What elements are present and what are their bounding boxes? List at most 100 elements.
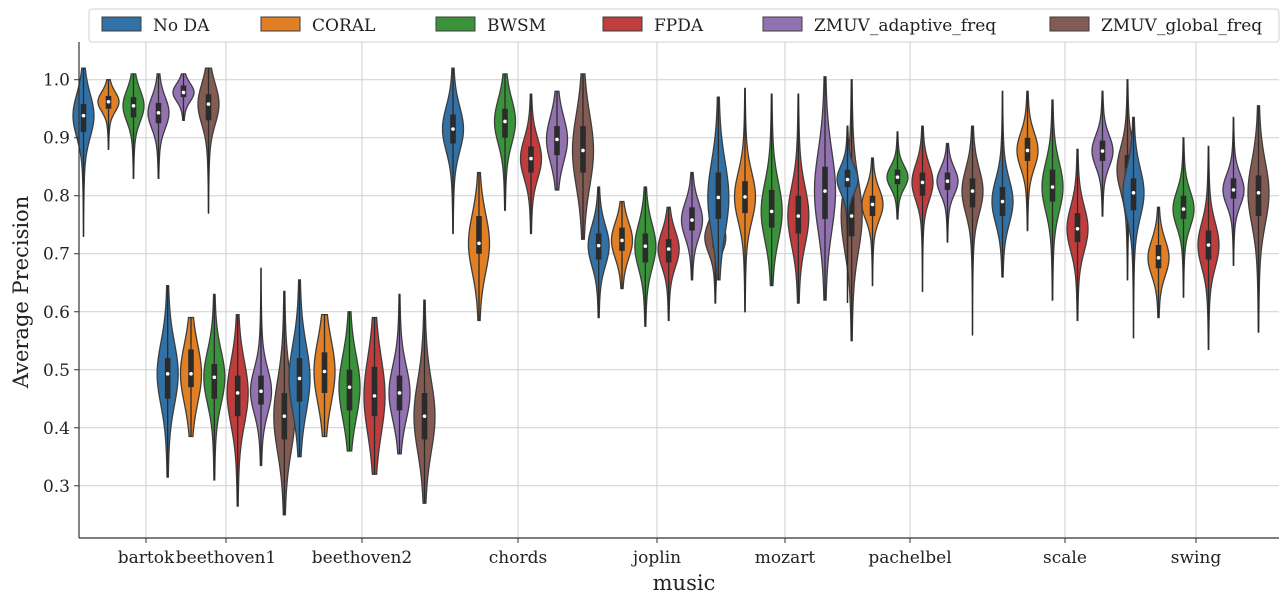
violin-median-dot: [322, 369, 327, 374]
violin-median-dot: [690, 218, 694, 222]
violin-iqr-box: [188, 349, 194, 388]
violin-median-dot: [165, 372, 170, 376]
violin-joplin-bwsm: [634, 186, 657, 327]
violin-pachelbel-no-da: [836, 125, 859, 304]
violin-swing-coral: [1147, 206, 1170, 319]
axes: [78, 42, 1279, 539]
violin-swing-zmuv-global-freq: [1247, 105, 1270, 333]
violin-swing-fpda: [1197, 145, 1220, 351]
violin-median-dot: [743, 195, 747, 199]
violin-mozart-zmuv-adaptive-freq: [813, 76, 837, 301]
violin-median-dot: [895, 175, 900, 179]
legend-swatch: [101, 16, 142, 32]
legend-label: FPDA: [654, 16, 704, 36]
violin-pachelbel-bwsm: [886, 131, 909, 220]
x-tick-label-beethoven2: beethoven2: [312, 548, 412, 568]
violin-iqr-box: [205, 94, 212, 121]
violin-swing-bwsm: [1172, 137, 1195, 298]
violin-beethoven1-coral: [179, 316, 203, 438]
y-tick-label: 0.8: [43, 187, 70, 207]
violin-median-dot: [845, 177, 850, 182]
x-axis-label: music: [653, 571, 716, 595]
y-tick-label: 0.4: [43, 419, 70, 439]
violin-mozart-zmuv-global-freq: [840, 79, 863, 342]
violin-bartok-bwsm: [122, 73, 145, 179]
grid-lines: [79, 42, 1279, 538]
violin-median-dot: [555, 137, 559, 142]
violin-scale-fpda: [1066, 148, 1089, 322]
legend-label: ZMUV_global_freq: [1101, 16, 1262, 36]
y-tick-label: 0.6: [43, 303, 70, 323]
violin-bartok-no-da: [72, 67, 95, 237]
violin-chords-coral: [467, 171, 491, 322]
legend-frame: [88, 8, 1280, 43]
violin-beethoven2-no-da: [288, 279, 311, 458]
violin-bartok-coral: [97, 79, 120, 150]
violin-median-dot: [422, 414, 427, 418]
violin-beethoven2-bwsm: [338, 311, 361, 452]
violin-iqr-box: [211, 363, 218, 399]
violin-median-dot: [920, 180, 925, 185]
violin-median-dot: [235, 391, 240, 395]
x-tick-label-swing: swing: [1171, 548, 1222, 568]
x-tick-label-mozart: mozart: [755, 548, 816, 568]
violin-scale-coral: [1016, 90, 1039, 232]
violins: [72, 67, 1270, 516]
violin-median-dot: [1131, 191, 1136, 195]
violin-iqr-box: [371, 366, 378, 417]
y-ticks: 0.3 0.4 0.5 0.6 0.7 0.8 0.9 1.0: [43, 71, 79, 497]
violin-scale-bwsm: [1041, 99, 1064, 301]
violin-median-dot: [796, 214, 801, 218]
legend-swatch: [602, 16, 643, 32]
violin-median-dot: [716, 195, 721, 200]
violin-chords-zmuv-adaptive-freq: [545, 90, 569, 191]
legend-swatch: [1049, 16, 1090, 32]
legend-label: CORAL: [312, 16, 375, 36]
violin-median-dot: [945, 179, 950, 184]
violin-scale-zmuv-adaptive-freq: [1091, 90, 1114, 217]
violin-median-dot: [1256, 191, 1261, 195]
violin-median-dot: [282, 414, 287, 418]
violin-beethoven2-zmuv-adaptive-freq: [388, 293, 411, 455]
violin-pachelbel-zmuv-adaptive-freq: [936, 142, 959, 243]
violin-beethoven1-bwsm: [203, 293, 226, 481]
x-tick-label-chords: chords: [489, 548, 547, 568]
legend-item-zmuv-global-freq: ZMUV_global_freq: [1049, 16, 1262, 36]
legend-swatch: [762, 16, 803, 32]
violin-median-dot: [181, 90, 186, 95]
legend-label: ZMUV_adaptive_freq: [814, 16, 996, 36]
violin-median-dot: [1156, 256, 1161, 260]
violin-median-dot: [1075, 226, 1080, 231]
violin-swing-zmuv-adaptive-freq: [1222, 116, 1245, 266]
legend-swatch: [435, 16, 476, 32]
violin-iqr-box: [768, 189, 775, 228]
violin-beethoven1-zmuv-global-freq: [273, 290, 296, 516]
violin-swing-no-da: [1122, 116, 1145, 339]
x-tick-label-beethoven1: beethoven1: [176, 548, 276, 568]
violin-median-dot: [81, 113, 86, 118]
y-tick-label: 1.0: [43, 71, 70, 91]
legend-item-no-da: No DA: [101, 16, 210, 36]
violin-chords-no-da: [441, 67, 465, 235]
violin-median-dot: [529, 156, 533, 161]
y-tick-label: 0.3: [43, 477, 70, 497]
violin-median-dot: [870, 202, 875, 207]
violin-iqr-box: [164, 358, 171, 399]
violin-mozart-no-da: [707, 96, 730, 281]
violin-median-dot: [581, 148, 585, 153]
violin-median-dot: [397, 391, 402, 395]
legend-item-coral: CORAL: [260, 16, 375, 36]
violin-median-dot: [643, 244, 648, 249]
legend-item-fpda: FPDA: [602, 16, 704, 36]
violin-median-dot: [206, 102, 211, 106]
violin-median-dot: [347, 385, 352, 389]
violin-beethoven2-fpda: [363, 316, 386, 475]
violin-median-dot: [1231, 188, 1236, 192]
violin-pachelbel-fpda: [911, 125, 934, 293]
violin-beethoven1-zmuv-adaptive-freq: [249, 267, 273, 467]
violin-iqr-box: [848, 189, 855, 237]
violin-median-dot: [1025, 148, 1030, 153]
violin-beethoven2-coral: [313, 314, 336, 438]
violin-scale-no-da: [991, 90, 1014, 278]
